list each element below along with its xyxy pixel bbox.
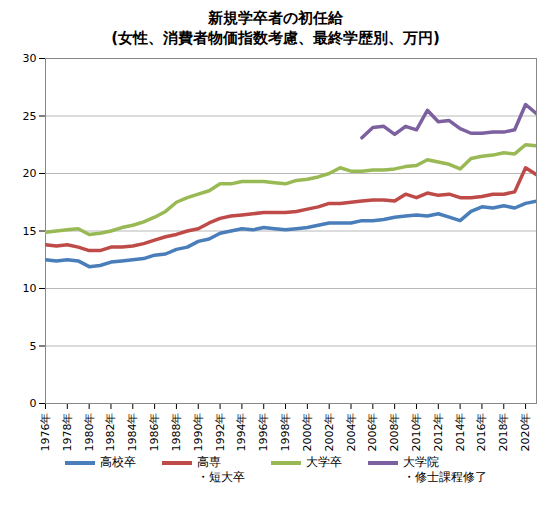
svg-text:2012年: 2012年 (432, 413, 445, 452)
svg-text:2014年: 2014年 (454, 413, 467, 452)
svg-text:1988年: 1988年 (170, 413, 183, 452)
svg-text:2006年: 2006年 (366, 413, 379, 452)
svg-text:1982年: 1982年 (104, 413, 117, 452)
svg-text:1992年: 1992年 (214, 413, 227, 452)
svg-text:2010年: 2010年 (410, 413, 423, 452)
svg-text:2018年: 2018年 (497, 413, 510, 452)
svg-text:1996年: 1996年 (257, 413, 270, 452)
svg-text:0: 0 (30, 397, 37, 410)
svg-text:1984年: 1984年 (126, 413, 139, 452)
html-text:大学院: 大学院 (402, 455, 439, 469)
svg-text:2002年: 2002年 (323, 413, 336, 452)
svg-text:1976年: 1976年 (39, 413, 52, 452)
svg-text:1986年: 1986年 (148, 413, 161, 452)
svg-text:1994年: 1994年 (235, 413, 248, 452)
svg-text:10: 10 (23, 282, 37, 295)
svg-text:30: 30 (23, 52, 37, 65)
svg-text:25: 25 (23, 110, 37, 123)
svg-text:5: 5 (30, 340, 37, 353)
html-text:高専: 高専 (196, 455, 221, 469)
svg-text:2008年: 2008年 (388, 413, 401, 452)
svg-text:1978年: 1978年 (61, 413, 74, 452)
svg-text:15: 15 (23, 225, 37, 238)
html-text:高校卒: 高校卒 (99, 455, 136, 469)
svg-text:2020年: 2020年 (519, 413, 532, 452)
svg-text:1998年: 1998年 (279, 413, 292, 452)
svg-text:1980年: 1980年 (83, 413, 96, 452)
svg-text:1990年: 1990年 (192, 413, 205, 452)
html-text:(女性、消費者物価指数考慮、最終学歴別、万円): (女性、消費者物価指数考慮、最終学歴別、万円) (111, 29, 440, 47)
html-text:・修士課程修了: ・修士課程修了 (402, 470, 487, 484)
html-text:・短大卒: ・短大卒 (196, 470, 245, 484)
html-text:大学卒: 大学卒 (305, 455, 342, 469)
svg-text:2000年: 2000年 (301, 413, 314, 452)
svg-text:2004年: 2004年 (345, 413, 358, 452)
svg-text:2016年: 2016年 (475, 413, 488, 452)
svg-text:20: 20 (23, 167, 37, 180)
html-text:新規学卒者の初任給: 新規学卒者の初任給 (208, 9, 343, 27)
